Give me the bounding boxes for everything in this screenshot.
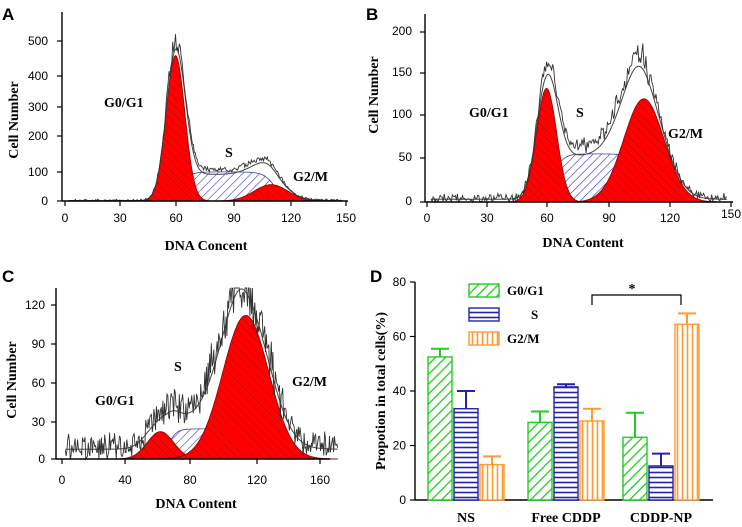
- panel-label-a: A: [2, 5, 14, 24]
- x-tick-label: 0: [62, 211, 69, 225]
- x-tick-label: 0: [424, 211, 431, 225]
- y-tick-label: 100: [392, 107, 412, 121]
- x-axis-title: DNA Concent: [165, 239, 248, 254]
- y-tick-label: 0: [38, 452, 45, 466]
- x-tick-label: 160: [310, 473, 330, 487]
- x-category-label: CDDP-NP: [630, 511, 693, 526]
- fit-envelope: [431, 65, 727, 200]
- y-tick-label: 0: [405, 194, 412, 208]
- phase-label-g2m: G2/M: [292, 375, 327, 390]
- y-tick-label: 20: [393, 439, 407, 453]
- phase-label-g0g1: G0/G1: [95, 394, 135, 409]
- bar: [648, 465, 674, 501]
- legend-swatch: [468, 331, 500, 346]
- bar: [453, 408, 479, 501]
- bar: [674, 323, 700, 501]
- phase-label-s: S: [225, 146, 233, 161]
- y-tick-label: 60: [393, 330, 407, 344]
- x-axis-title: DNA Content: [155, 497, 237, 512]
- y-tick-label: 0: [399, 493, 406, 507]
- y-tick-label: 80: [393, 275, 407, 289]
- y-tick-label: 0: [41, 194, 48, 208]
- x-tick-label: 120: [660, 211, 680, 225]
- phase-label-g0g1: G0/G1: [469, 106, 509, 121]
- x-tick-label: 90: [227, 211, 241, 225]
- panel-label-c: C: [2, 267, 14, 286]
- y-tick-label: 100: [28, 165, 48, 179]
- g2m-peak-hatch: [431, 98, 727, 202]
- x-tick-label: 30: [113, 211, 127, 225]
- y-tick-label: 60: [32, 376, 46, 390]
- significance-bracket: [591, 294, 682, 305]
- x-tick-label: 150: [336, 211, 356, 225]
- panel-label-d: D: [370, 267, 382, 286]
- legend-label: G2/M: [507, 331, 540, 346]
- y-axis-title: Cell Number: [5, 341, 20, 418]
- y-tick-label: 40: [393, 384, 407, 398]
- phase-label-s: S: [576, 106, 584, 121]
- fit-envelope: [65, 288, 338, 450]
- phase-label-g2m: G2/M: [293, 170, 328, 185]
- raw-histogram: [64, 287, 339, 461]
- x-tick-label: 120: [281, 211, 301, 225]
- x-category-label: NS: [457, 511, 475, 526]
- legend-label: G0/G1: [507, 283, 544, 298]
- panel-label-b: B: [366, 5, 378, 24]
- bar: [527, 421, 553, 501]
- bar-chart-panel-d: 0 20 40 60 80 NS Free CDDP CDDP-NP Propotion i…: [374, 275, 713, 526]
- raw-histogram: [68, 34, 343, 202]
- y-axis-title: Propotion in total cells(%): [374, 312, 389, 470]
- x-tick-label: 80: [183, 473, 197, 487]
- g2m-peak-hatch: [68, 184, 343, 201]
- y-tick-label: 120: [25, 298, 45, 312]
- bar: [479, 463, 505, 501]
- y-tick-label: 200: [28, 129, 48, 143]
- phase-label-s: S: [174, 360, 182, 375]
- bar: [427, 356, 453, 501]
- y-tick-label: 500: [28, 34, 48, 48]
- legend-swatch: [468, 283, 500, 298]
- histogram-panel-b: 0 30 60 90 120 150 0 50 100 150 200 DNA …: [367, 14, 741, 251]
- x-tick-label: 60: [540, 211, 554, 225]
- legend: G0/G1 S G2/M: [468, 283, 544, 346]
- significance-star: *: [629, 282, 636, 297]
- x-axis-title: DNA Content: [542, 236, 624, 251]
- histogram-panel-a: 0 30 60 90 120 150 0 100 200 300 400 500…: [7, 12, 356, 254]
- x-tick-label: 40: [118, 473, 132, 487]
- x-tick-label: 150: [721, 207, 741, 221]
- bar: [553, 386, 579, 501]
- g2m-peak-hatch: [65, 315, 338, 459]
- x-tick-label: 30: [480, 211, 494, 225]
- x-tick-label: 90: [602, 211, 616, 225]
- x-tick-label: 0: [59, 473, 66, 487]
- y-tick-label: 90: [32, 337, 46, 351]
- x-tick-label: 120: [247, 473, 267, 487]
- x-category-label: Free CDDP: [531, 511, 601, 526]
- histogram-panel-c: 0 40 80 120 160 0 30 60 90 120 DNA Conte…: [5, 287, 339, 512]
- phase-label-g2m: G2/M: [668, 127, 703, 142]
- x-tick-label: 60: [169, 211, 183, 225]
- legend-swatch: [468, 307, 500, 322]
- y-axis-title: Cell Number: [367, 56, 382, 133]
- phase-label-g0g1: G0/G1: [104, 96, 144, 111]
- bar: [579, 420, 605, 501]
- y-tick-label: 300: [28, 100, 48, 114]
- y-tick-label: 400: [28, 69, 48, 83]
- bar: [622, 436, 648, 501]
- y-axis-title: Cell Number: [7, 81, 22, 158]
- y-tick-label: 30: [32, 415, 46, 429]
- y-tick-label: 50: [399, 150, 413, 164]
- legend-label: S: [531, 307, 538, 322]
- y-tick-label: 150: [392, 65, 412, 79]
- y-tick-label: 200: [392, 24, 412, 38]
